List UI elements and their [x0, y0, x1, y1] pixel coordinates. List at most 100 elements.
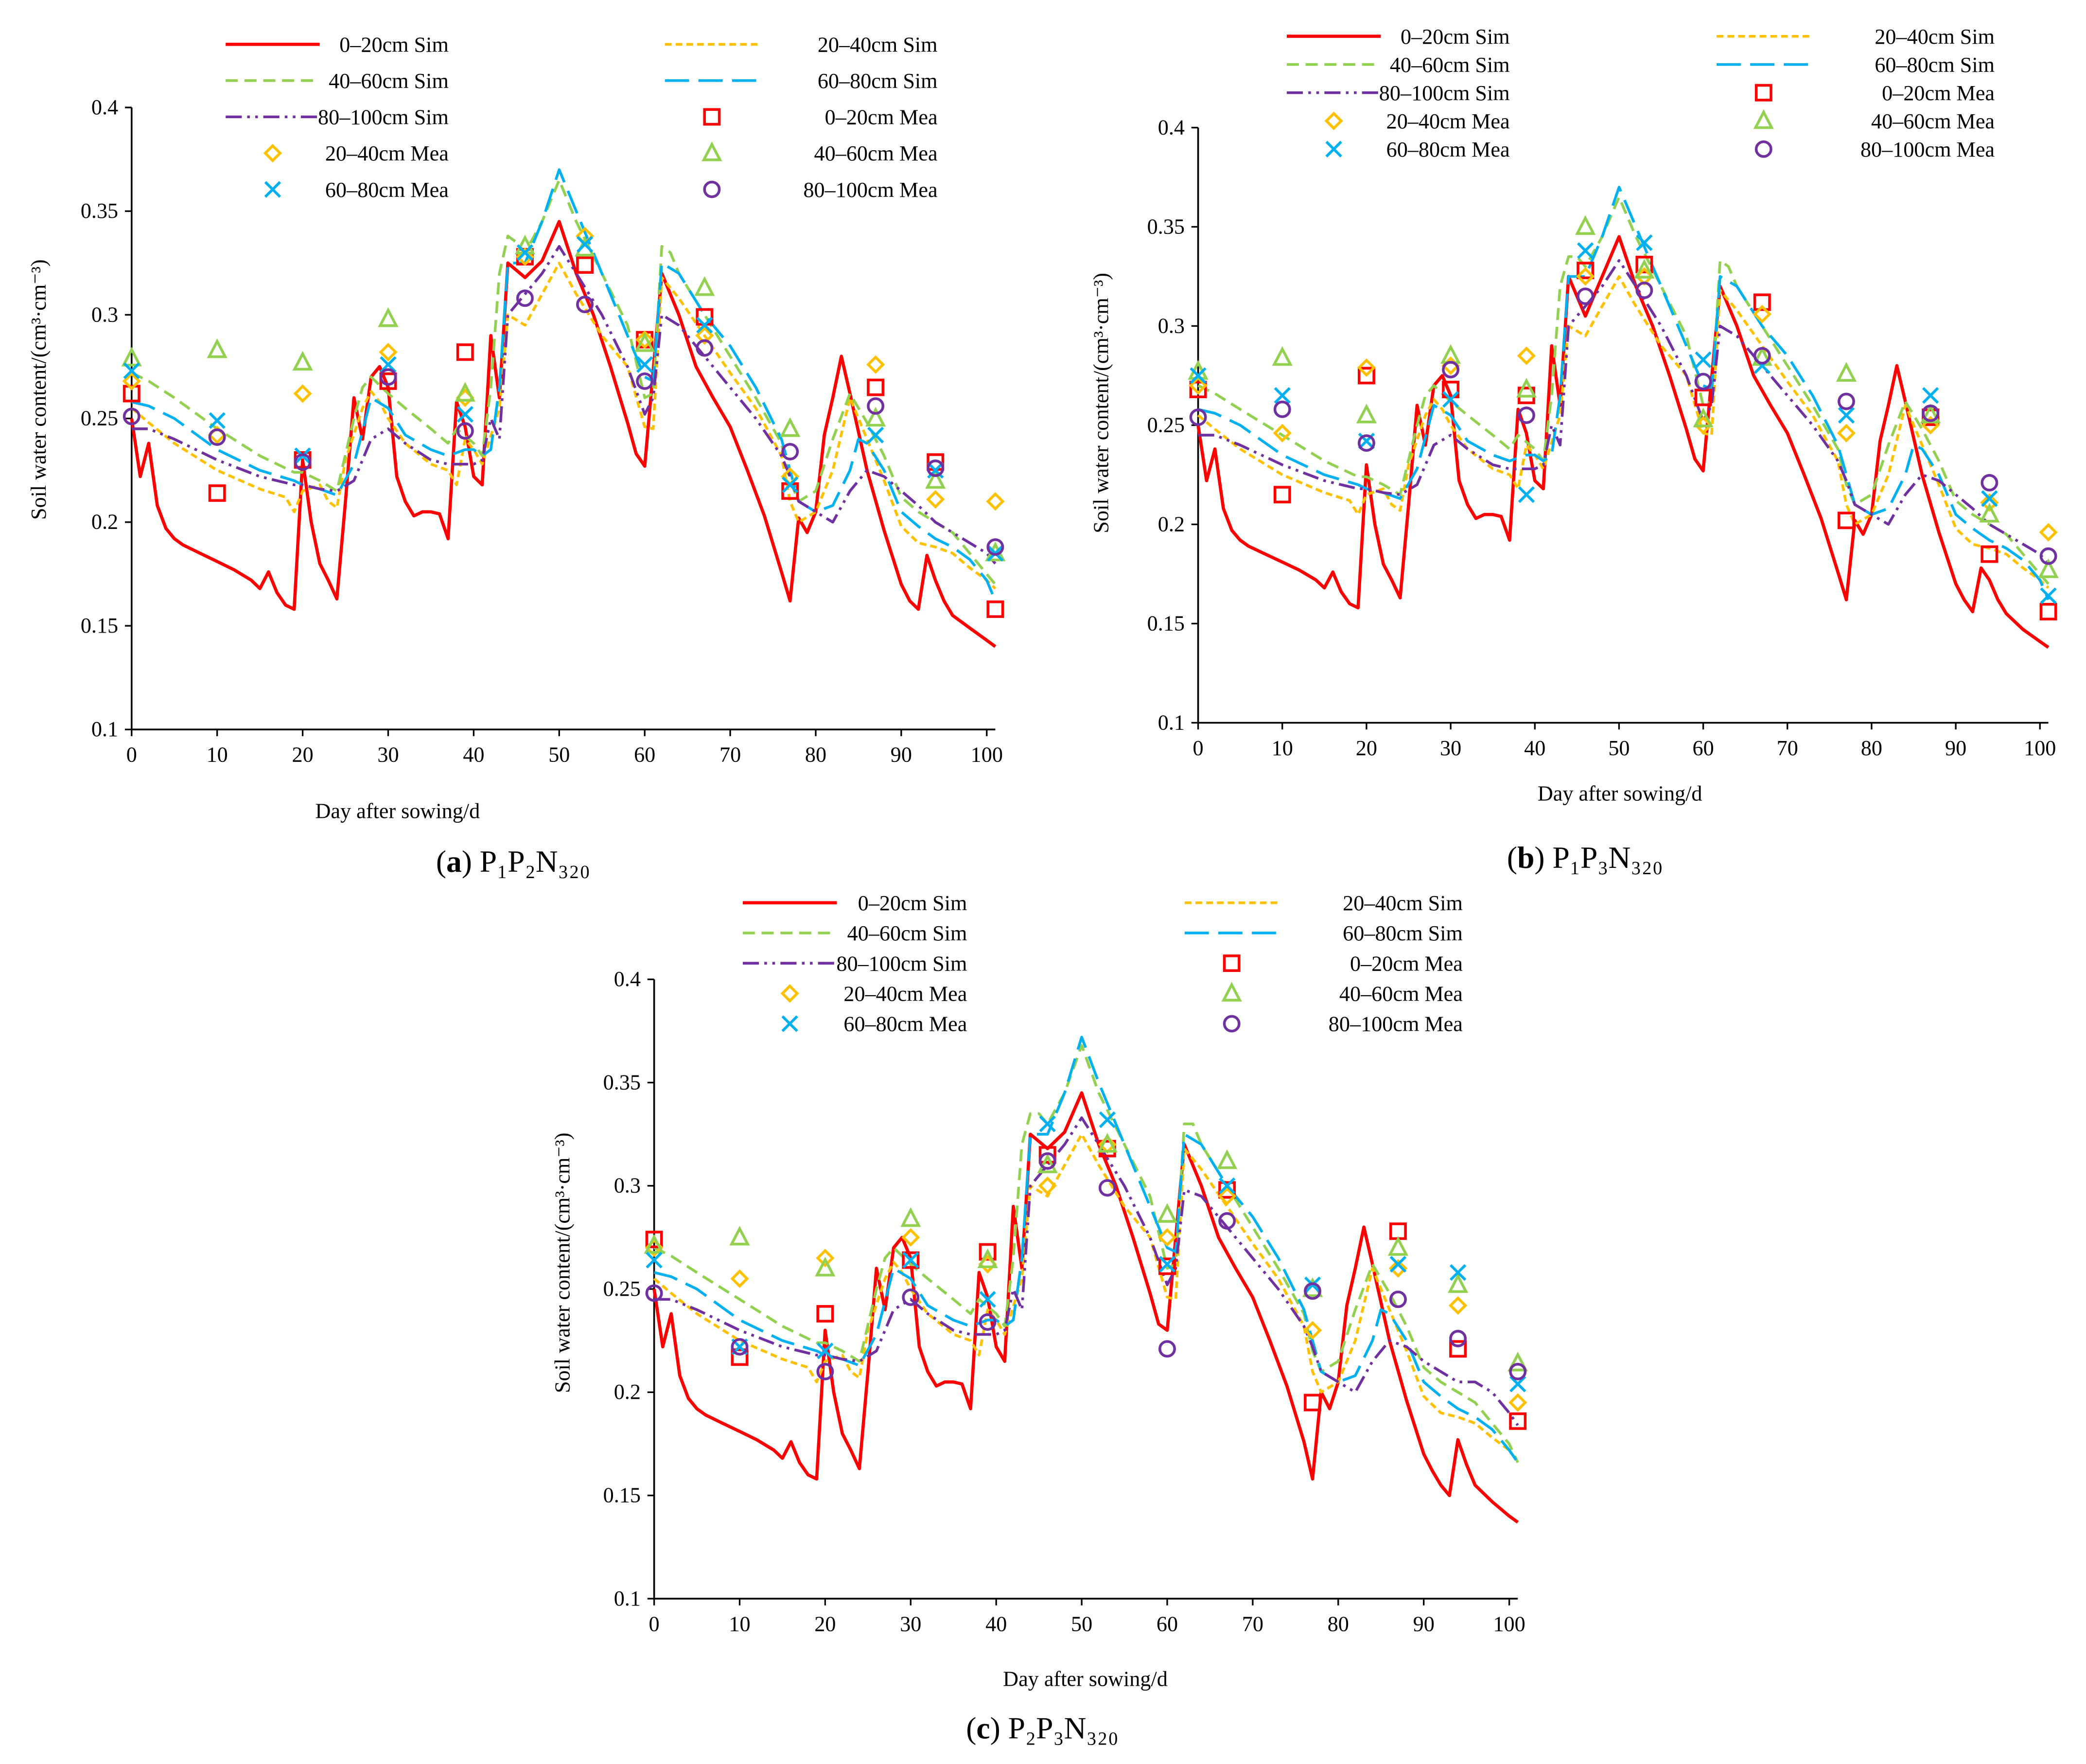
data-point-circle [1449, 1330, 1467, 1347]
data-point-triangle [1097, 1132, 1118, 1153]
legend-label: 20–40cm Sim [818, 33, 938, 56]
legend-entry-60-80cm-mea: 60–80cm Mea [264, 178, 449, 202]
data-point-triangle [644, 1234, 665, 1254]
data-point-diamond [379, 343, 398, 362]
data-point-triangle [1634, 259, 1655, 279]
legend-swatch-marker [703, 108, 721, 126]
data-point-x [209, 412, 226, 429]
legend-entry-80-100cm-sim: 80–100cm Sim [226, 106, 449, 129]
legend-label: 40–60cm Mea [1871, 109, 1995, 133]
data-point-circle [781, 442, 799, 460]
legend-swatch-marker [1324, 111, 1343, 130]
y-tick-label: 0.4 [91, 95, 118, 119]
data-point-diamond [1388, 1259, 1408, 1278]
data-point-square [1838, 512, 1855, 529]
x-tick-label: 20 [292, 743, 313, 767]
data-point-x [696, 317, 713, 334]
data-point-triangle [1387, 1236, 1409, 1256]
panel-caption-treatment-a: P₁P₂N₃₂₀ [480, 844, 590, 879]
x-tick-label: 0 [649, 1612, 660, 1636]
data-point-circle [1038, 1152, 1056, 1170]
data-point-x [1636, 234, 1653, 251]
legend-label: 0–20cm Mea [1882, 81, 1995, 105]
series-line-80-100cm-sim [1198, 259, 2050, 565]
data-point-square [1304, 1394, 1321, 1411]
data-point-diamond [1038, 1176, 1057, 1195]
data-point-triangle [1693, 407, 1714, 427]
data-point-square [576, 256, 594, 274]
data-point-triangle [2038, 558, 2059, 578]
y-axis-title-a: Soil water content/(cm³·cm⁻³) [27, 259, 51, 520]
x-tick-label: 60 [1692, 736, 1714, 760]
data-point-square [1753, 293, 1771, 311]
data-point-square [1038, 1146, 1056, 1164]
x-tick-label: 70 [1777, 736, 1798, 760]
data-point-x [1190, 367, 1207, 384]
data-point-triangle [780, 417, 801, 437]
legend-swatch-marker [701, 141, 722, 161]
legend-entry-60-80cm-mea: 60–80cm Mea [781, 1012, 967, 1036]
y-tick-label: 0.1 [614, 1587, 641, 1610]
legend-entry-80-100cm-mea: 80–100cm Mea [1223, 1012, 1463, 1036]
data-point-triangle [1575, 215, 1596, 235]
data-point-square [816, 1305, 834, 1323]
x-tick-label: 100 [2024, 736, 2056, 760]
legend-entry-40-60cm-mea: 40–60cm Mea [1753, 109, 1995, 133]
legend-entry-0-20cm-mea: 0–20cm Mea [1754, 81, 1995, 105]
legend-entry-60-80cm-sim: 60–80cm Sim [1184, 921, 1463, 945]
data-point-circle [1189, 408, 1207, 426]
legend-label: 20–40cm Sim [1343, 891, 1463, 915]
data-point-circle [1357, 434, 1375, 452]
data-point-triangle [574, 237, 596, 257]
legend-entry-80-100cm-mea: 80–100cm Mea [1754, 138, 1995, 161]
legend-entry-20-40cm-mea: 20–40cm Mea [263, 141, 449, 165]
data-point-triangle [815, 1256, 836, 1277]
legend-label: 0–20cm Sim [1401, 25, 1510, 49]
data-point-x [867, 426, 884, 443]
data-point-x [1695, 351, 1712, 368]
data-point-circle [1509, 1362, 1527, 1380]
data-point-circle [867, 397, 885, 415]
y-tick-label: 0.25 [1147, 413, 1185, 437]
data-point-square [208, 484, 226, 502]
data-point-diamond [1303, 1321, 1322, 1340]
data-point-square [986, 600, 1004, 618]
series-line-0-20cm-sim [130, 220, 997, 648]
data-point-circle [1304, 1282, 1321, 1300]
series-line-0-20cm-sim [1196, 235, 2050, 649]
x-tick-label: 40 [985, 1612, 1007, 1636]
data-point-diamond [1980, 493, 1999, 512]
data-point-diamond [1517, 346, 1536, 365]
series-points-80-100cm-mea [123, 289, 1004, 556]
data-point-circle [456, 422, 474, 440]
data-point-diamond [816, 1249, 835, 1268]
panel-caption-treatment-c: P₂P₃N₃₂₀ [1008, 1711, 1119, 1745]
legend-label: 40–60cm Mea [1339, 982, 1463, 1005]
data-point-x [817, 1342, 834, 1359]
legend-label: 80–100cm Mea [803, 178, 937, 202]
legend-label: 60–80cm Mea [325, 178, 449, 202]
data-point-diamond [2039, 523, 2058, 542]
series-points-20-40cm-mea [645, 1135, 1527, 1412]
data-point-circle [1981, 474, 1998, 492]
data-point-circle [208, 428, 226, 446]
y-tick-label: 0.25 [603, 1277, 641, 1301]
y-tick-label: 0.35 [603, 1070, 641, 1094]
legend-swatch-marker [1221, 982, 1242, 1002]
data-point-square [456, 343, 474, 361]
series-line-80-100cm-sim [131, 245, 997, 564]
legend-label: 80–100cm Mea [1329, 1012, 1463, 1036]
data-point-diamond [635, 330, 654, 349]
data-point-triangle [1216, 1149, 1238, 1169]
x-axis-title-a: Day after sowing/d [316, 799, 480, 823]
legend-entry-0-20cm-sim: 0–20cm Sim [742, 891, 967, 915]
series-points-0-20cm-mea [645, 1140, 1527, 1430]
data-point-x [1838, 406, 1855, 424]
legend-label: 20–40cm Mea [325, 141, 449, 165]
data-point-circle [1389, 1290, 1407, 1308]
data-point-circle [1517, 406, 1535, 424]
data-point-triangle [865, 406, 886, 427]
legend-a: 0–20cm Sim 20–40cm Sim 40–60cm Sim 60–80cm … [226, 33, 938, 202]
